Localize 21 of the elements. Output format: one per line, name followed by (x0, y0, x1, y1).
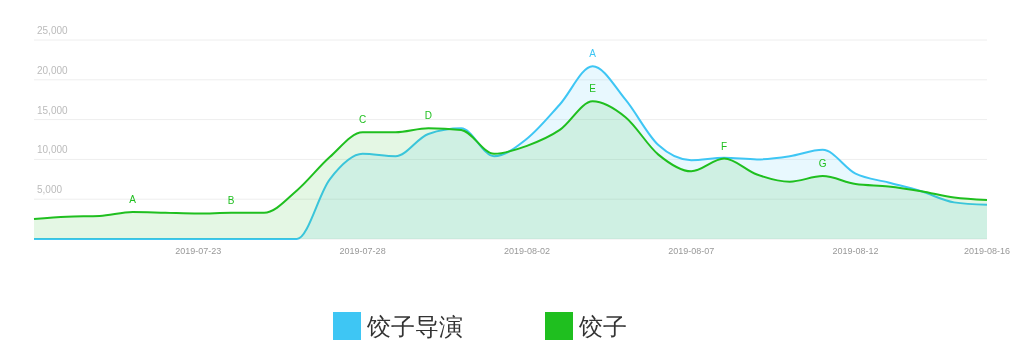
annotation: D (424, 110, 432, 122)
y-tick-label: 20,000 (37, 64, 69, 76)
y-tick-label: 25,000 (37, 25, 69, 36)
annotation: G (818, 158, 827, 170)
annotation: E (589, 83, 597, 95)
annotation: C (359, 114, 367, 126)
x-tick-label: 2019-08-02 (503, 246, 550, 256)
y-tick-label: 10,000 (37, 144, 69, 156)
annotation: A (129, 193, 137, 205)
legend-label: 饺子导演 (366, 312, 463, 341)
x-tick-label: 2019-07-23 (175, 246, 222, 256)
x-tick-label: 2019-07-28 (339, 246, 386, 256)
y-tick-label: 15,000 (37, 104, 69, 116)
legend-label: 饺子 (578, 312, 627, 341)
x-tick-label: 2019-08-16 (963, 246, 1011, 256)
x-tick-label: 2019-08-07 (668, 246, 715, 256)
annotation: B (227, 194, 235, 206)
x-tick-label: 2019-08-12 (832, 246, 879, 256)
annotation: A (589, 48, 597, 60)
annotation: F (721, 140, 728, 152)
y-tick-label: 5,000 (37, 184, 63, 196)
